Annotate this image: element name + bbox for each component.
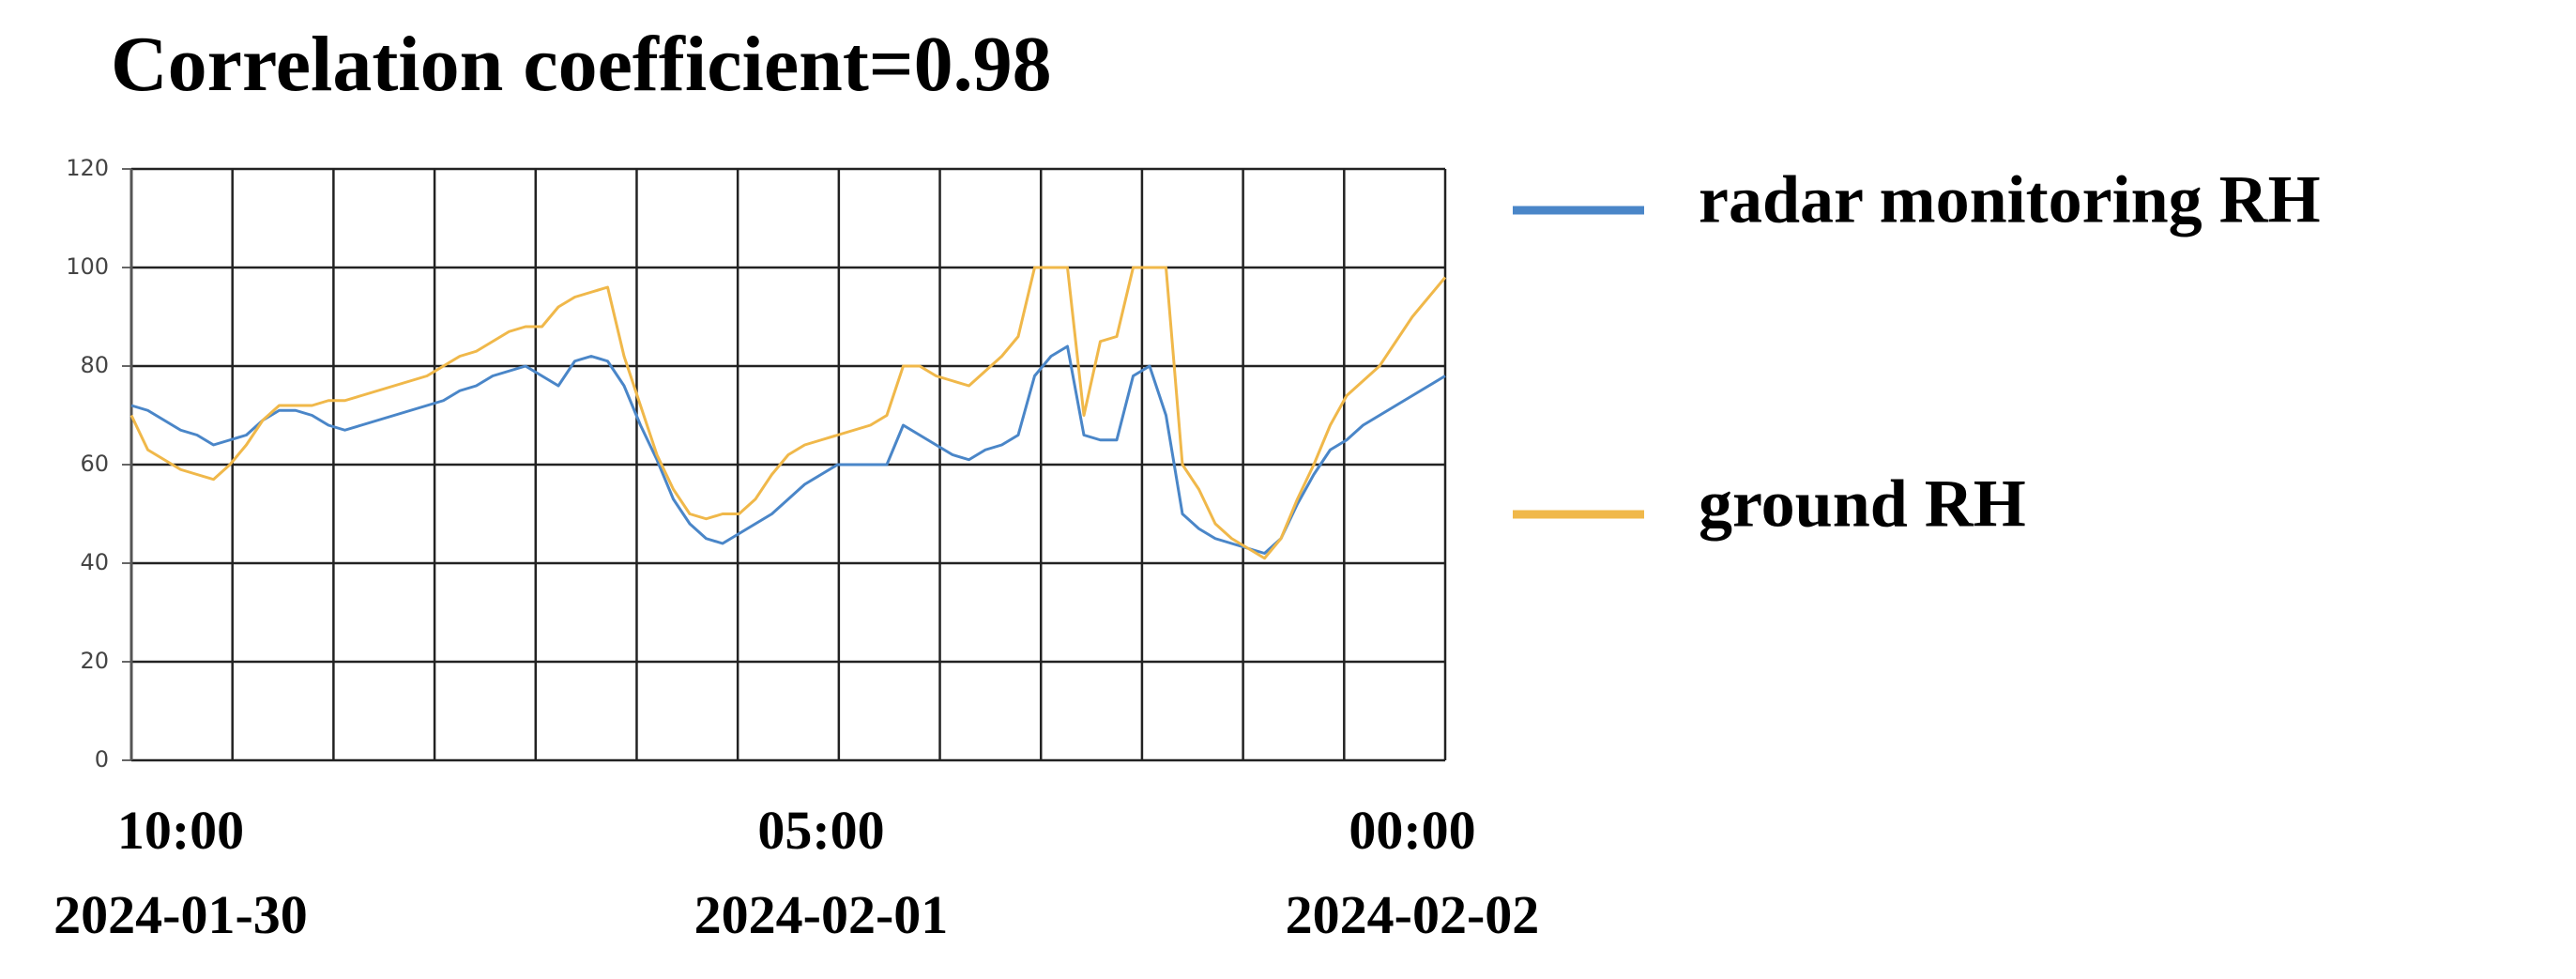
series-line — [130, 266, 1447, 560]
y-tick-label: 120 — [66, 155, 109, 181]
legend-label: radar monitoring RH — [1699, 162, 2321, 237]
y-tick-label: 60 — [80, 451, 109, 477]
x-tick-label: 2024-02-01 — [694, 884, 949, 945]
series-line — [130, 344, 1446, 555]
x-tick-label: 2024-02-02 — [1286, 884, 1540, 945]
y-tick-label: 20 — [80, 648, 109, 674]
y-tick-label: 40 — [80, 549, 109, 575]
x-tick-label: 10:00 — [117, 800, 244, 861]
y-tick-label: 80 — [80, 352, 109, 378]
y-tick-label: 0 — [95, 746, 109, 772]
y-tick-label: 100 — [66, 253, 109, 280]
chart-title: Correlation coefficient=0.98 — [111, 21, 1052, 108]
legend-label: ground RH — [1699, 467, 2026, 542]
x-tick-label: 00:00 — [1349, 800, 1475, 861]
x-tick-label: 05:00 — [757, 800, 884, 861]
x-tick-label: 2024-01-30 — [53, 884, 308, 945]
